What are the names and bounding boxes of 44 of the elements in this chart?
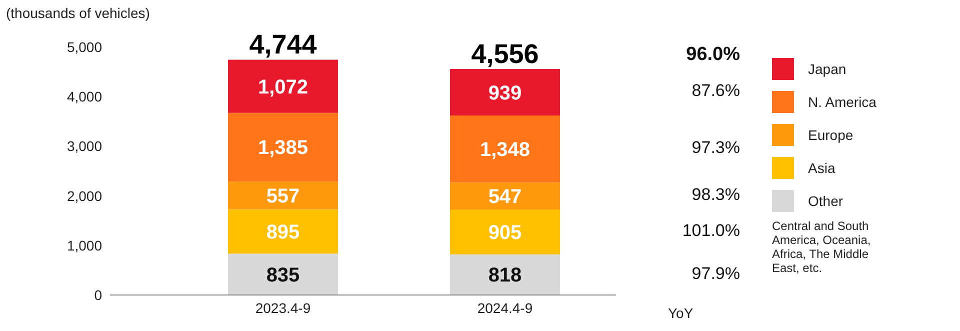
legend-label: Japan (808, 60, 846, 76)
text: 101.0% (681, 220, 740, 241)
text: Central and South America, Oceania, Africa, The Middle East, etc. (772, 219, 872, 275)
bar (228, 209, 338, 254)
text: 87.6% (690, 81, 740, 102)
legend-label: Europe (808, 126, 854, 142)
data-label: 895 (266, 221, 300, 244)
bar (228, 112, 338, 182)
legend-label: Other (808, 192, 844, 208)
data-label: 818 (488, 264, 522, 287)
legend-label: Asia (808, 160, 836, 176)
y-tick-label: 0 (94, 286, 102, 303)
data-label: 547 (488, 186, 522, 208)
data-label: 1,348 (480, 138, 530, 161)
bar (450, 116, 560, 182)
data-label: 1,072 (258, 76, 308, 98)
text: 96.0% (685, 44, 740, 66)
legend-label: N. America (808, 94, 876, 110)
bar (228, 254, 338, 295)
total-label: 4,556 (471, 38, 539, 69)
text: 97.3% (690, 138, 740, 158)
y-tick-label: 2,000 (66, 188, 102, 204)
y-tick-label: 1,000 (66, 237, 102, 254)
x-tick-label: 2024.4-9 (477, 300, 533, 316)
bar (450, 68, 560, 116)
x-tick-label: 2023.4-9 (255, 300, 311, 316)
data-label: 557 (266, 185, 300, 208)
bar (450, 182, 560, 210)
y-axis-title: (thousands of vehicles) (6, 5, 150, 21)
bar (228, 60, 338, 113)
text: 97.9% (690, 264, 740, 284)
text: 98.3% (690, 184, 740, 205)
data-label: 939 (488, 82, 522, 104)
bar (450, 210, 560, 254)
y-tick-label: 3,000 (66, 138, 102, 154)
total-label: 4,744 (249, 30, 317, 60)
y-tick-label: 5,000 (66, 38, 102, 55)
text: YoY (668, 305, 694, 321)
y-tick-label: 4,000 (66, 88, 102, 105)
data-label: 835 (266, 264, 300, 286)
bar (228, 182, 338, 210)
data-label: 1,385 (258, 137, 308, 160)
bar (450, 254, 560, 295)
data-label: 905 (488, 222, 522, 244)
